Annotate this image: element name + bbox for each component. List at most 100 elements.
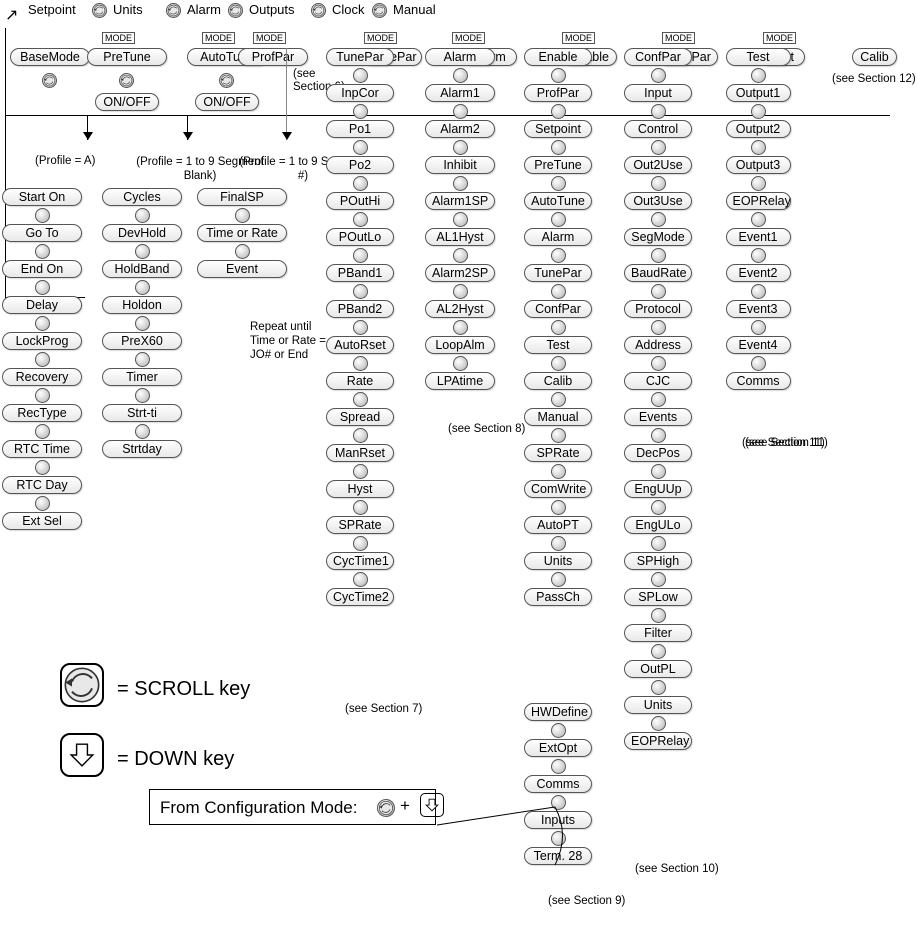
icon-tunePar-1[interactable]	[353, 104, 368, 119]
node-enable-4[interactable]: AutoTune	[524, 192, 592, 210]
icon-alarm-2[interactable]	[453, 140, 468, 155]
node-tunePar-10[interactable]: Spread	[326, 408, 394, 426]
node-enable-12[interactable]: ComWrite	[524, 480, 592, 498]
icon-confPar-15[interactable]	[651, 608, 666, 623]
icon-enable-12[interactable]	[551, 500, 566, 515]
node-tunePar-6[interactable]: PBand1	[326, 264, 394, 282]
icon-finalSP-0[interactable]	[235, 208, 250, 223]
icon-baseMode-6[interactable]	[35, 424, 50, 439]
node-tunePar-8[interactable]: AutoRset	[326, 336, 394, 354]
node-tunePar-1[interactable]: InpCor	[326, 84, 394, 102]
node-test-1[interactable]: Output1	[726, 84, 791, 102]
node-confPar-11[interactable]: DecPos	[624, 444, 692, 462]
node-confPar-17[interactable]: OutPL	[624, 660, 692, 678]
node-confPar-15[interactable]: SPLow	[624, 588, 692, 606]
icon-test-0[interactable]	[751, 68, 766, 83]
icon-hwdefine-1[interactable]	[551, 759, 566, 774]
node-baseMode-8[interactable]: RTC Day	[2, 476, 82, 494]
node-baseMode[interactable]: BaseMode	[10, 48, 90, 66]
icon-baseMode-5[interactable]	[35, 388, 50, 403]
icon-tunePar-14[interactable]	[353, 572, 368, 587]
node-confPar-13[interactable]: EngULo	[624, 516, 692, 534]
node-test-7[interactable]: Event3	[726, 300, 791, 318]
icon-baseMode-4[interactable]	[35, 352, 50, 367]
icon-baseMode-2[interactable]	[35, 280, 50, 295]
icon-baseMode-3[interactable]	[35, 316, 50, 331]
icon-confPar-12[interactable]	[651, 500, 666, 515]
node-baseMode-4[interactable]: LockProg	[2, 332, 82, 350]
node-confPar-7[interactable]: Protocol	[624, 300, 692, 318]
node-baseMode-2[interactable]: End On	[2, 260, 82, 278]
node-enable-6[interactable]: TunePar	[524, 264, 592, 282]
icon-enable-7[interactable]	[551, 320, 566, 335]
node-confPar-9[interactable]: CJC	[624, 372, 692, 390]
icon-confPar-13[interactable]	[651, 536, 666, 551]
icon-tunePar-11[interactable]	[353, 464, 368, 479]
node-alarm-5[interactable]: AL1Hyst	[425, 228, 495, 246]
icon-enable-9[interactable]	[551, 392, 566, 407]
node-confPar-5[interactable]: SegMode	[624, 228, 692, 246]
node-cycles-4[interactable]: PreX60	[102, 332, 182, 350]
icon-test-7[interactable]	[751, 320, 766, 335]
node-test-4[interactable]: EOPRelay	[726, 192, 791, 210]
icon-enable-1[interactable]	[551, 104, 566, 119]
icon-test-3[interactable]	[751, 176, 766, 191]
icon-alarm-1[interactable]	[453, 104, 468, 119]
node-alarm-2[interactable]: Alarm2	[425, 120, 495, 138]
node-finalSP-1[interactable]: Time or Rate	[197, 224, 287, 242]
node-hwdefine-0[interactable]: HWDefine	[524, 703, 592, 721]
icon-tunePar-10[interactable]	[353, 428, 368, 443]
icon-baseMode-7[interactable]	[35, 460, 50, 475]
node-tunePar-11[interactable]: ManRset	[326, 444, 394, 462]
icon-enable-11[interactable]	[551, 464, 566, 479]
node-autoTune-onoff[interactable]: ON/OFF	[195, 93, 259, 111]
icon-confPar-16[interactable]	[651, 644, 666, 659]
node-enable-3[interactable]: PreTune	[524, 156, 592, 174]
icon-confPar-10[interactable]	[651, 428, 666, 443]
icon-finalSP-1[interactable]	[235, 244, 250, 259]
node-enable-14[interactable]: Units	[524, 552, 592, 570]
node-tunePar-15[interactable]: CycTime2	[326, 588, 394, 606]
icon-tunePar-7[interactable]	[353, 320, 368, 335]
icon-tunePar-3[interactable]	[353, 176, 368, 191]
icon-baseMode[interactable]	[42, 73, 57, 88]
icon-tunePar-5[interactable]	[353, 248, 368, 263]
icon-test-6[interactable]	[751, 284, 766, 299]
icon-test-2[interactable]	[751, 140, 766, 155]
node-tunePar-13[interactable]: SPRate	[326, 516, 394, 534]
node-profPar[interactable]: ProfPar	[238, 48, 308, 66]
icon-cycles-5[interactable]	[135, 388, 150, 403]
node-cycles-3[interactable]: Holdon	[102, 296, 182, 314]
icon-alarm-3[interactable]	[453, 176, 468, 191]
icon-alarm-8[interactable]	[453, 356, 468, 371]
node-tunePar-0[interactable]: TunePar	[326, 48, 394, 66]
node-enable-5[interactable]: Alarm	[524, 228, 592, 246]
node-enable-9[interactable]: Calib	[524, 372, 592, 390]
node-confPar-10[interactable]: Events	[624, 408, 692, 426]
node-baseMode-7[interactable]: RTC Time	[2, 440, 82, 458]
node-cycles-0[interactable]: Cycles	[102, 188, 182, 206]
icon-baseMode-0[interactable]	[35, 208, 50, 223]
icon-tunePar-13[interactable]	[353, 536, 368, 551]
icon-confPar-8[interactable]	[651, 356, 666, 371]
icon-autoTune[interactable]	[219, 73, 234, 88]
icon-tunePar-0[interactable]	[353, 68, 368, 83]
node-confPar-2[interactable]: Control	[624, 120, 692, 138]
icon-confPar-14[interactable]	[651, 572, 666, 587]
icon-enable-8[interactable]	[551, 356, 566, 371]
icon-enable-13[interactable]	[551, 536, 566, 551]
icon-tunePar-2[interactable]	[353, 140, 368, 155]
icon-confPar-5[interactable]	[651, 248, 666, 263]
icon-confPar-18[interactable]	[651, 716, 666, 731]
node-alarm-7[interactable]: AL2Hyst	[425, 300, 495, 318]
node-alarm-8[interactable]: LoopAlm	[425, 336, 495, 354]
node-test-6[interactable]: Event2	[726, 264, 791, 282]
node-enable-13[interactable]: AutoPT	[524, 516, 592, 534]
node-confPar-19[interactable]: EOPRelay	[624, 732, 692, 750]
icon-baseMode-1[interactable]	[35, 244, 50, 259]
node-enable-15[interactable]: PassCh	[524, 588, 592, 606]
icon-confPar-11[interactable]	[651, 464, 666, 479]
icon-tunePar-4[interactable]	[353, 212, 368, 227]
icon-test-5[interactable]	[751, 248, 766, 263]
node-confPar-4[interactable]: Out3Use	[624, 192, 692, 210]
